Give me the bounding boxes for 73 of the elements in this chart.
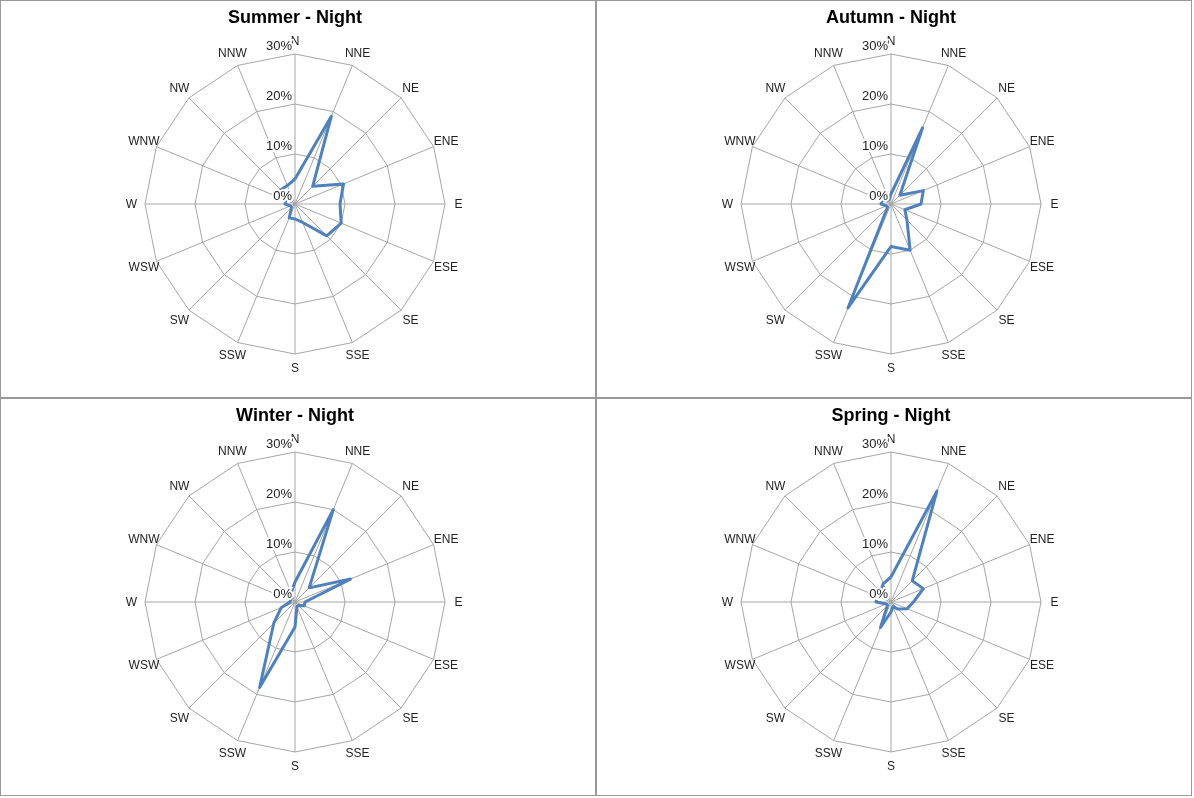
chart-title: Winter - Night [236, 405, 354, 425]
spoke-label: SSE [941, 348, 966, 363]
spoke-label: ESE [434, 259, 459, 274]
spoke-label: NE [402, 479, 419, 494]
spoke-label: NW [169, 81, 191, 96]
spoke-label: SSE [345, 348, 370, 363]
spoke-label: SSE [941, 746, 966, 761]
spoke-label: WNW [724, 532, 757, 547]
chart-title: Summer - Night [227, 7, 363, 27]
y-tick-label: 20% [861, 486, 889, 501]
chart-title: Autumn - Night [826, 7, 956, 27]
spoke-label: ENE [1029, 532, 1055, 547]
spoke-label: SW [765, 312, 786, 327]
spoke-label: SSW [814, 348, 843, 363]
spoke-label: E [454, 197, 463, 211]
y-tick-label: 10% [265, 138, 293, 153]
y-tick-label: 20% [265, 88, 293, 103]
spoke-label: NW [765, 479, 787, 494]
spoke-label: E [1050, 595, 1059, 609]
spoke-label: WSW [724, 259, 756, 274]
y-tick-label: 0% [869, 188, 889, 203]
spoke-label: NE [998, 81, 1015, 96]
spoke-label: ESE [1030, 657, 1055, 672]
spoke-label: NNE [344, 443, 371, 458]
spoke-label: WSW [724, 657, 756, 672]
spoke-label: SE [998, 312, 1015, 327]
spoke-label: NNE [344, 45, 371, 60]
spoke-label: NNW [218, 443, 248, 458]
spoke-label: NE [998, 479, 1015, 494]
spoke-label: ENE [433, 134, 459, 149]
spoke-label: SW [169, 312, 190, 327]
spoke-label: S [886, 758, 896, 773]
spoke-label: NNE [940, 443, 967, 458]
spoke-label: WNW [128, 134, 161, 149]
spoke-label: W [125, 595, 138, 609]
spoke-label: E [454, 595, 463, 609]
spoke-label: S [290, 758, 300, 773]
spoke-label: SE [402, 312, 419, 327]
spoke-label: SW [169, 710, 190, 725]
chart-title: Spring - Night [831, 405, 951, 425]
spoke-label: NNE [940, 45, 967, 60]
spoke-label: W [721, 595, 734, 609]
spoke-label: S [290, 360, 300, 375]
spoke-label: NE [402, 81, 419, 96]
spoke-label: SSW [218, 348, 247, 363]
spoke-label: WNW [724, 134, 757, 149]
spoke-label: NNW [814, 443, 844, 458]
spoke-label: NNW [218, 45, 248, 60]
spoke-label: SSW [814, 746, 843, 761]
spoke-label: NW [765, 81, 787, 96]
spoke-label: ESE [1030, 259, 1055, 274]
spoke-label: WNW [128, 532, 161, 547]
spoke-label: SSE [345, 746, 370, 761]
spoke-label: SSW [218, 746, 247, 761]
spoke-label: NW [169, 479, 191, 494]
spoke-label: SE [402, 710, 419, 725]
y-tick-label: 20% [861, 88, 889, 103]
spoke-label: NNW [814, 45, 844, 60]
spoke-label: ENE [1029, 134, 1055, 149]
spoke-label: S [886, 360, 896, 375]
spoke-label: WSW [128, 657, 160, 672]
spoke-label: SE [998, 710, 1015, 725]
spoke-label: ENE [433, 532, 459, 547]
spoke-label: W [721, 197, 734, 211]
y-tick-label: 10% [861, 138, 889, 153]
spoke-label: W [125, 197, 138, 211]
spoke-label: E [1050, 197, 1059, 211]
spoke-label: WSW [128, 259, 160, 274]
spoke-label: SW [765, 710, 786, 725]
y-tick-label: 20% [265, 486, 293, 501]
spoke-label: ESE [434, 657, 459, 672]
y-tick-label: 10% [861, 536, 889, 551]
y-tick-label: 10% [265, 536, 293, 551]
